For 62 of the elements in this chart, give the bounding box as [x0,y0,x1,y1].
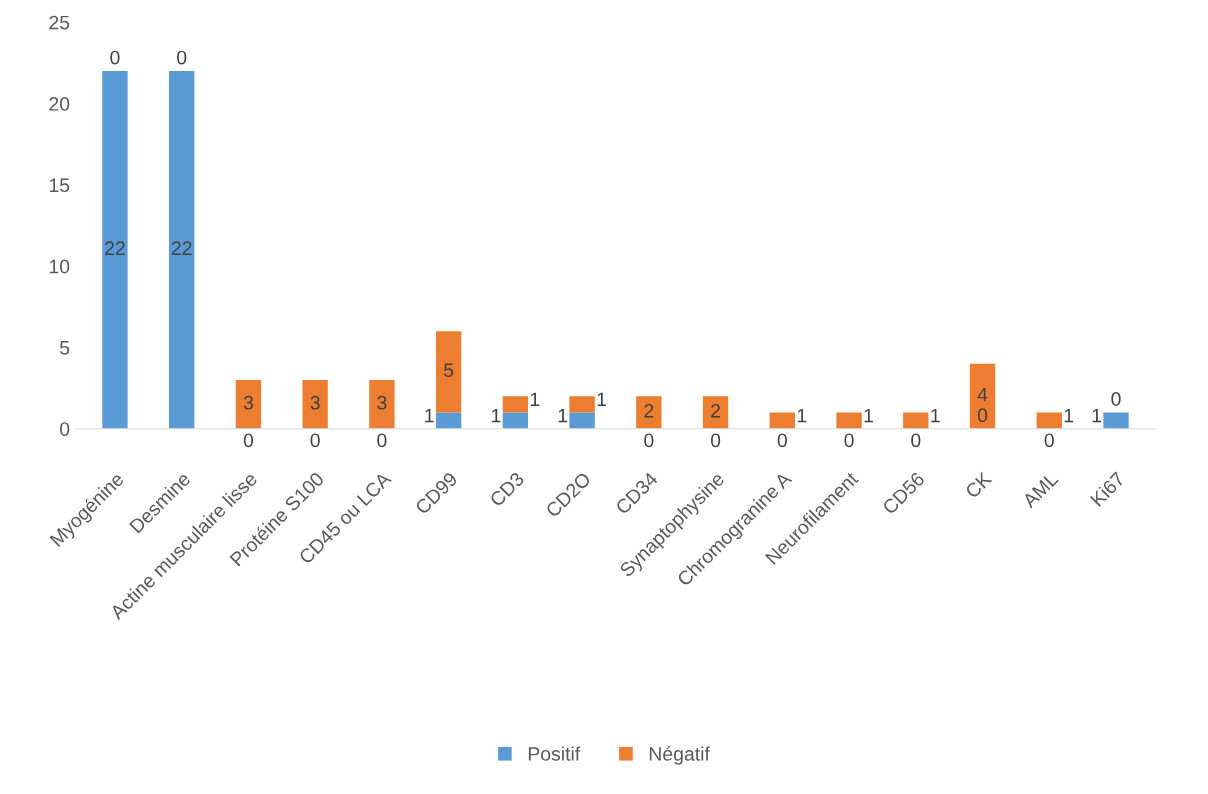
bar [502,412,529,429]
data-label: 1 [797,408,807,423]
x-tick-label: CK [964,470,993,499]
data-label: 1 [864,408,873,423]
bar [369,379,395,429]
y-tick-label: 25 [49,15,70,30]
bar [836,412,862,429]
bar [769,412,795,429]
data-label: 22 [105,241,125,255]
data-label: 4 [977,387,988,402]
bar [435,412,462,429]
data-label: 0 [377,433,387,448]
data-label: 3 [243,395,253,410]
bar [435,331,462,413]
data-label: 1 [492,408,501,423]
x-tick-label: CD3 [488,471,525,508]
legend-label: Positif [528,746,581,761]
bar [569,396,595,413]
data-label: 5 [444,363,454,378]
bar [169,71,195,429]
bar [502,396,529,413]
data-label: 0 [177,50,187,65]
data-label: 1 [530,392,540,407]
data-label: 3 [377,395,387,410]
y-tick-label: 0 [59,422,70,436]
data-label: 1 [931,408,940,423]
bar [102,71,128,429]
data-label: 2 [644,403,654,418]
data-label: 0 [110,50,120,65]
data-label: 0 [644,433,654,448]
bar [702,396,729,429]
data-label: 0 [977,408,988,423]
data-label: 2 [711,403,721,418]
legend-label: Négatif [649,746,710,765]
bar [569,412,595,429]
data-label: 0 [710,433,721,448]
x-tick-label: AML [1021,471,1059,509]
bar [636,396,662,429]
data-label: 0 [911,433,921,448]
y-tick-label: 20 [49,97,70,111]
y-tick-label: 15 [49,178,70,193]
data-label: 0 [777,433,787,448]
data-label: 1 [1064,408,1074,423]
data-label: 1 [558,408,568,423]
data-label: 0 [243,433,254,448]
data-label: 22 [171,241,192,255]
y-tick-label: 10 [49,259,70,274]
data-label: 0 [1044,433,1054,448]
data-label: 0 [844,433,854,448]
y-tick-label: 5 [60,341,70,355]
data-label: 1 [1092,408,1102,423]
bar [302,379,328,429]
data-label: 0 [310,433,320,448]
bar [1103,412,1129,429]
bar [903,412,929,429]
data-label: 3 [310,395,320,410]
bar [1036,412,1062,429]
bar [969,363,996,429]
data-label: 0 [1111,392,1121,406]
bar [235,379,262,429]
data-label: 1 [425,408,434,423]
data-label: 1 [597,392,606,407]
